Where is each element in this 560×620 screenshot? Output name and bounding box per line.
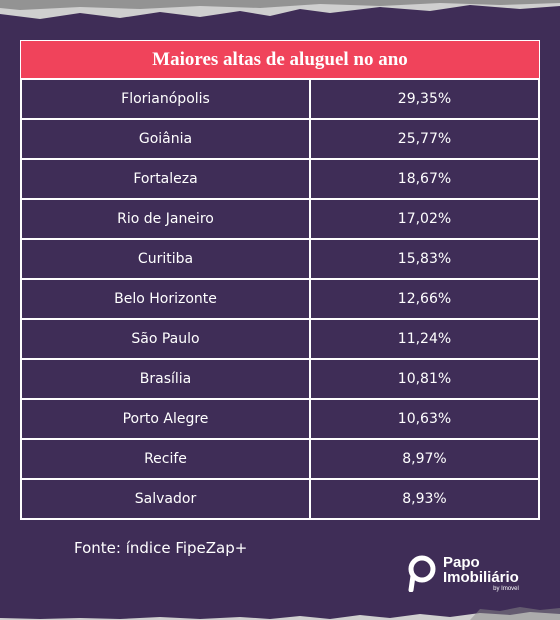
table-row: Recife 8,97% — [20, 438, 540, 480]
increase-value-cell: 10,81% — [309, 358, 540, 400]
papo-imobiliario-logo-icon — [408, 555, 436, 592]
table-row: Fortaleza 18,67% — [20, 158, 540, 200]
city-cell: Brasília — [20, 358, 311, 400]
city-cell: Porto Alegre — [20, 398, 311, 440]
table-row: Salvador 8,93% — [20, 478, 540, 520]
table-title: Maiores altas de aluguel no ano — [20, 40, 540, 78]
city-cell: Salvador — [20, 478, 311, 520]
table-row: Curitiba 15,83% — [20, 238, 540, 280]
table-row: Belo Horizonte 12,66% — [20, 278, 540, 320]
city-cell: Fortaleza — [20, 158, 311, 200]
torn-paper-bottom — [0, 607, 560, 620]
table-row: Goiânia 25,77% — [20, 118, 540, 160]
logo-line-2: Imobiliário — [443, 568, 519, 586]
table-row: Rio de Janeiro 17,02% — [20, 198, 540, 240]
increase-value-cell: 12,66% — [309, 278, 540, 320]
city-cell: Goiânia — [20, 118, 311, 160]
city-cell: Curitiba — [20, 238, 311, 280]
city-cell: Recife — [20, 438, 311, 480]
source-note: Fonte: índice FipeZap+ — [74, 539, 248, 557]
papo-imobiliario-logo: Papo Imobiliário by Imovel — [407, 552, 527, 594]
city-cell: Belo Horizonte — [20, 278, 311, 320]
logo-line-1: Papo — [443, 553, 480, 571]
increase-value-cell: 8,97% — [309, 438, 540, 480]
table-row: Brasília 10,81% — [20, 358, 540, 400]
increase-value-cell: 18,67% — [309, 158, 540, 200]
logo-line-3: by Imovel — [493, 585, 519, 592]
torn-paper-top — [0, 0, 560, 19]
rent-increase-table-card: Maiores altas de aluguel no ano Florianó… — [20, 40, 540, 520]
increase-value-cell: 17,02% — [309, 198, 540, 240]
table-row: São Paulo 11,24% — [20, 318, 540, 360]
city-cell: Florianópolis — [20, 78, 311, 120]
city-cell: São Paulo — [20, 318, 311, 360]
increase-value-cell: 25,77% — [309, 118, 540, 160]
increase-value-cell: 10,63% — [309, 398, 540, 440]
increase-value-cell: 15,83% — [309, 238, 540, 280]
table-row: Florianópolis 29,35% — [20, 78, 540, 120]
rent-increase-table: Florianópolis 29,35% Goiânia 25,77% Fortalez… — [20, 78, 540, 520]
increase-value-cell: 11,24% — [309, 318, 540, 360]
table-row: Porto Alegre 10,63% — [20, 398, 540, 440]
increase-value-cell: 8,93% — [309, 478, 540, 520]
city-cell: Rio de Janeiro — [20, 198, 311, 240]
increase-value-cell: 29,35% — [309, 78, 540, 120]
